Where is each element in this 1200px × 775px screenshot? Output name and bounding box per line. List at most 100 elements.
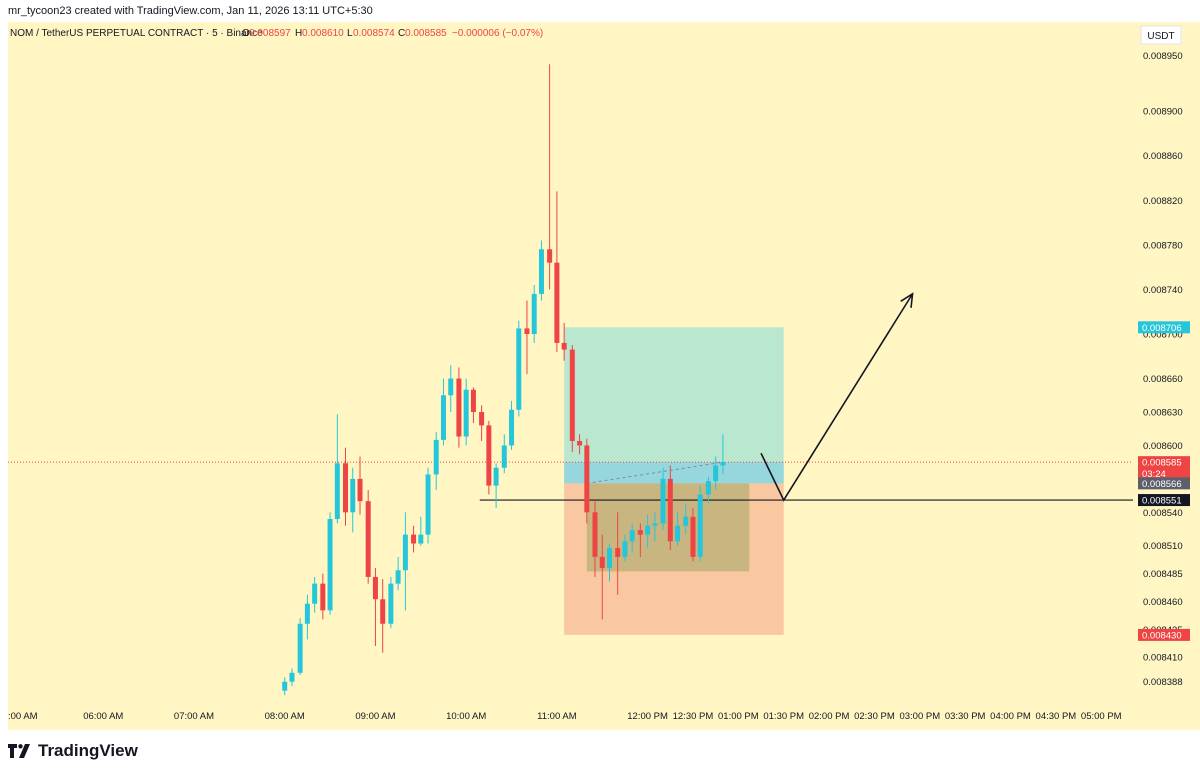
candle-body-43 <box>607 547 613 569</box>
ohlc-h-label: H <box>295 28 302 39</box>
price-label-countdown-1: 03:24 <box>1142 469 1166 480</box>
candle-body-44 <box>615 547 621 557</box>
y-tick-label-0: 0.008950 <box>1143 51 1183 62</box>
price-label-0: 0.008706 <box>1142 323 1182 334</box>
price-axis[interactable]: 0.008950 0.008900 0.008860 0.008820 0.008780… <box>1143 51 1183 688</box>
candle-body-22 <box>448 378 454 396</box>
candle-body-12 <box>372 576 378 600</box>
candle-body-15 <box>395 570 401 584</box>
candle-body-58 <box>720 462 726 466</box>
candle-body-4 <box>312 583 318 604</box>
x-tick-label-13: 03:00 PM <box>899 711 940 722</box>
price-label-box-4 <box>1138 628 1190 641</box>
y-tick-label-14: 0.008460 <box>1143 597 1183 608</box>
candle-body-36 <box>554 262 560 343</box>
candle-body-45 <box>622 541 628 557</box>
time-axis[interactable]: :00 AM 06:00 AM 07:00 AM 08:00 AM 09:00 AM 10… <box>8 711 1122 722</box>
candle-body-6 <box>327 518 333 611</box>
candle-body-9 <box>350 478 356 513</box>
candle-body-7 <box>334 463 340 519</box>
ohlc-o-value: 0.008597 <box>249 28 291 39</box>
x-tick-label-16: 04:30 PM <box>1036 711 1077 722</box>
symbol-name[interactable]: NOM / TetherUS PERPETUAL CONTRACT · 5 · … <box>10 28 263 39</box>
credit-text: mr_tycoon23 created with TradingView.com… <box>8 5 373 17</box>
price-label-box-0 <box>1138 321 1190 334</box>
candle-body-47 <box>637 530 643 535</box>
ohlc-l-label: L <box>347 28 353 39</box>
candle-body-8 <box>343 463 348 513</box>
candle-body-10 <box>357 478 363 502</box>
price-label-1: 0.008585 <box>1142 458 1182 469</box>
candle-body-1 <box>289 672 295 682</box>
x-tick-label-11: 02:00 PM <box>809 711 850 722</box>
entry-dashed-line <box>586 461 723 484</box>
y-tick-label-8: 0.008630 <box>1143 408 1183 419</box>
ohlc-values: O 0.008597 H 0.008610 L 0.008574 C 0.008… <box>242 28 543 39</box>
x-tick-label-10: 01:30 PM <box>763 711 804 722</box>
price-label-box-3 <box>1138 494 1190 507</box>
price-label-2: 0.008566 <box>1142 479 1182 490</box>
y-tick-label-17: 0.008388 <box>1143 677 1183 688</box>
x-tick-label-12: 02:30 PM <box>854 711 895 722</box>
candle-body-17 <box>411 534 417 544</box>
candle-body-24 <box>463 389 469 437</box>
candle-body-0 <box>282 681 288 691</box>
currency-button-box[interactable] <box>1140 25 1182 45</box>
candles <box>282 64 726 696</box>
candle-body-38 <box>569 349 575 441</box>
y-tick-label-12: 0.008510 <box>1143 541 1183 552</box>
candle-body-29 <box>501 445 507 468</box>
candle-body-53 <box>683 516 689 526</box>
candle-body-33 <box>531 293 537 334</box>
ohlc-h-value: 0.008610 <box>302 28 344 39</box>
candle-body-48 <box>645 525 651 535</box>
x-tick-label-1: 06:00 AM <box>83 711 123 722</box>
footer: TradingView <box>8 738 138 764</box>
ohlc-l-value: 0.008574 <box>353 28 395 39</box>
candle-body-14 <box>388 583 394 624</box>
candle-body-5 <box>320 583 326 611</box>
candle-body-39 <box>577 440 583 446</box>
price-scale-background <box>1133 22 1200 704</box>
candle-body-18 <box>418 534 424 544</box>
currency-button[interactable]: USDT <box>1147 31 1174 42</box>
candle-body-51 <box>667 478 673 542</box>
candle-body-25 <box>470 389 476 413</box>
candle-body-40 <box>584 445 590 513</box>
ohlc-c-value: 0.008585 <box>405 28 447 39</box>
x-tick-label-9: 01:00 PM <box>718 711 759 722</box>
candle-body-49 <box>652 523 658 526</box>
y-tick-label-6: 0.008700 <box>1143 329 1183 340</box>
candle-body-28 <box>493 467 499 486</box>
y-tick-label-3: 0.008820 <box>1143 196 1183 207</box>
candle-body-23 <box>456 378 462 437</box>
candle-body-16 <box>402 534 408 571</box>
x-tick-label-8: 12:30 PM <box>673 711 714 722</box>
x-tick-label-6: 11:00 AM <box>537 711 577 722</box>
y-tick-label-13: 0.008485 <box>1143 569 1183 580</box>
candle-body-19 <box>425 474 431 535</box>
candle-body-20 <box>433 439 439 475</box>
candle-body-11 <box>365 501 371 577</box>
position-zones <box>564 327 784 635</box>
x-tick-label-2: 07:00 AM <box>174 711 214 722</box>
candle-body-56 <box>705 481 711 495</box>
chart-area[interactable]: 0.008950 0.008900 0.008860 0.008820 0.008780… <box>8 22 1200 730</box>
projection-arrowhead <box>900 292 914 308</box>
entry-band <box>564 462 784 484</box>
y-tick-label-2: 0.008860 <box>1143 151 1183 162</box>
candle-body-41 <box>592 512 598 557</box>
candle-body-42 <box>599 556 605 569</box>
ohlc-c-label: C <box>398 28 405 39</box>
x-tick-label-15: 04:00 PM <box>990 711 1031 722</box>
y-tick-label-5: 0.008740 <box>1143 285 1183 296</box>
candle-body-57 <box>713 465 719 482</box>
projection-drawing <box>760 292 914 502</box>
candle-body-32 <box>524 328 530 334</box>
candle-body-30 <box>509 409 515 446</box>
candle-body-13 <box>380 599 386 624</box>
target-zone <box>564 327 784 484</box>
price-chart[interactable]: 0.008950 0.008900 0.008860 0.008820 0.008780… <box>8 22 1200 730</box>
price-label-3: 0.008551 <box>1142 496 1182 507</box>
